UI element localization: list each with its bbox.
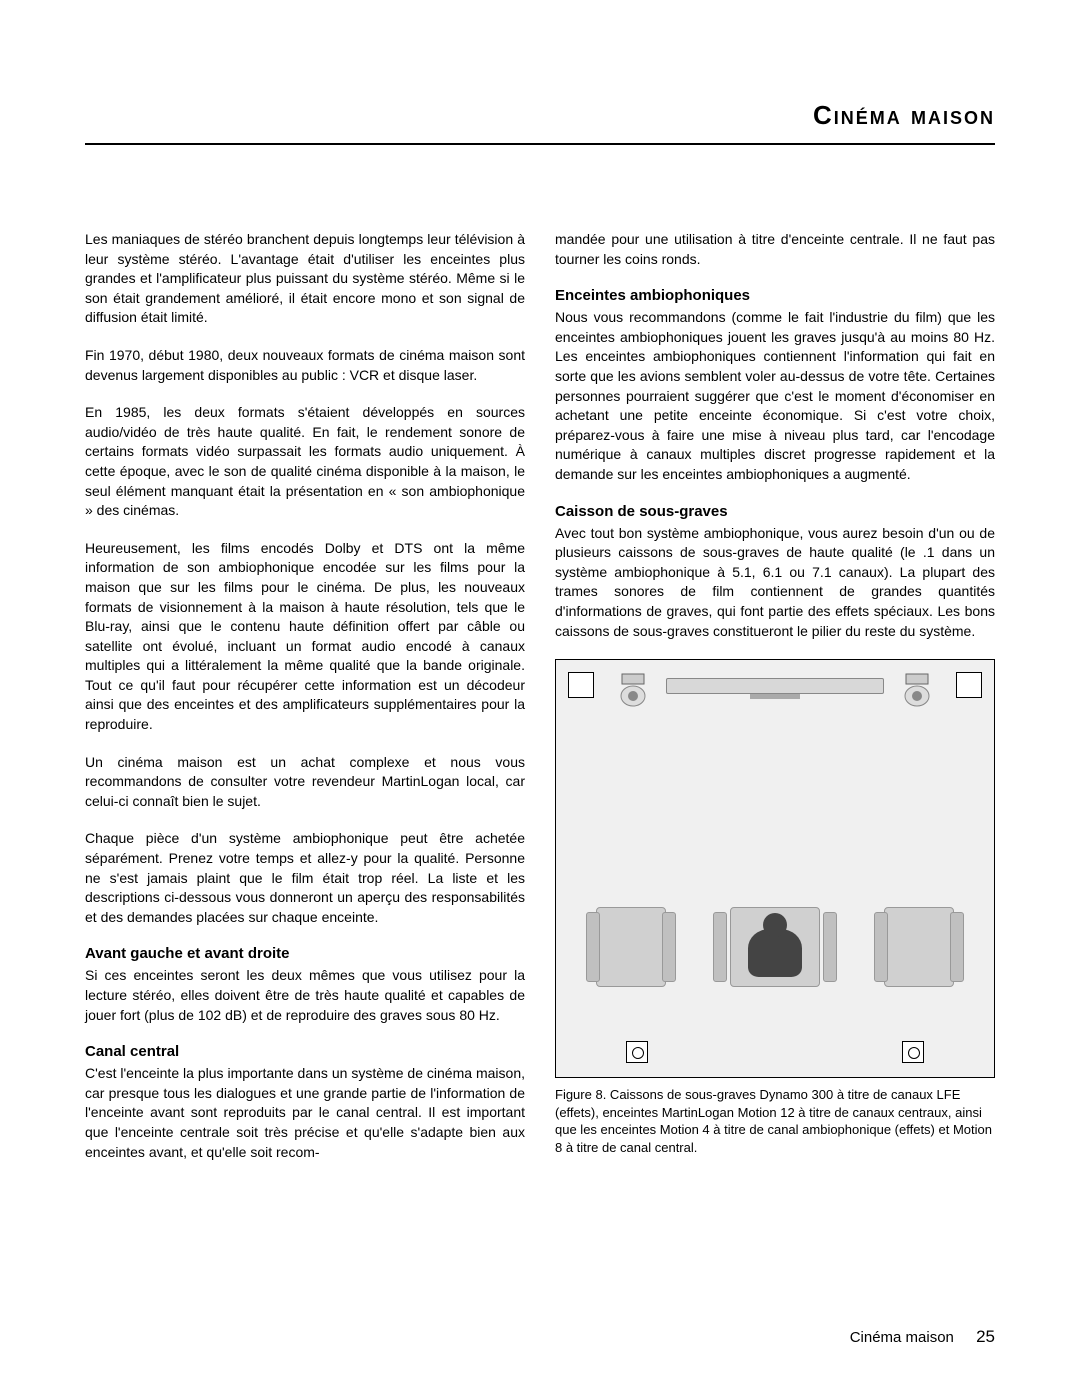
center-chair-arm-icon: [713, 912, 727, 982]
right-chair-arm-icon: [874, 912, 888, 982]
right-tower-speaker-icon: [900, 670, 934, 710]
front-left-speaker-icon: [568, 672, 594, 698]
paragraph: Les maniaques de stéréo branchent depuis…: [85, 230, 525, 328]
paragraph: Heureusement, les films encodés Dolby et…: [85, 539, 525, 735]
center-chair-arm-icon: [823, 912, 837, 982]
subheading-center: Canal central: [85, 1043, 525, 1060]
person-head-icon: [763, 913, 787, 937]
subheading-front-lr: Avant gauche et avant droite: [85, 945, 525, 962]
left-chair-arm-icon: [662, 912, 676, 982]
footer-section: Cinéma maison: [850, 1329, 954, 1346]
page-number: 25: [976, 1327, 995, 1346]
left-chair-arm-icon: [586, 912, 600, 982]
page-header: Cinéma maison: [85, 100, 995, 145]
tv-icon: [666, 678, 884, 694]
figure-caption-text: Caissons de sous-graves Dynamo 300 à tit…: [555, 1087, 992, 1155]
page: Cinéma maison Les maniaques de stéréo br…: [0, 0, 1080, 1397]
header-title: Cinéma maison: [85, 100, 995, 131]
tv-stand-icon: [750, 694, 800, 699]
right-column: mandée pour une utilisation à titre d'en…: [555, 230, 995, 1162]
right-chair-arm-icon: [950, 912, 964, 982]
left-tower-speaker-icon: [616, 670, 650, 710]
figure-label: Figure 8.: [555, 1087, 606, 1102]
paragraph: En 1985, les deux formats s'étaient déve…: [85, 403, 525, 521]
paragraph: Avec tout bon système ambiophonique, vou…: [555, 524, 995, 642]
subheading-subwoofer: Caisson de sous-graves: [555, 503, 995, 520]
paragraph: Si ces enceintes seront les deux mêmes q…: [85, 966, 525, 1025]
left-chair-icon: [596, 907, 666, 987]
front-right-speaker-icon: [956, 672, 982, 698]
paragraph: C'est l'enceinte la plus importante dans…: [85, 1064, 525, 1162]
room-layout-diagram: [555, 659, 995, 1078]
content-columns: Les maniaques de stéréo branchent depuis…: [85, 230, 995, 1162]
rear-left-sub-icon: [626, 1041, 648, 1063]
figure-caption: Figure 8. Caissons de sous-graves Dynamo…: [555, 1086, 995, 1156]
subheading-surround: Enceintes ambiophoniques: [555, 287, 995, 304]
paragraph: mandée pour une utilisation à titre d'en…: [555, 230, 995, 269]
paragraph: Nous vous recommandons (comme le fait l'…: [555, 308, 995, 484]
paragraph: Fin 1970, début 1980, deux nouveaux form…: [85, 346, 525, 385]
rear-right-sub-icon: [902, 1041, 924, 1063]
page-footer: Cinéma maison 25: [850, 1327, 995, 1347]
right-chair-icon: [884, 907, 954, 987]
paragraph: Chaque pièce d'un système ambiophonique …: [85, 829, 525, 927]
paragraph: Un cinéma maison est un achat complexe e…: [85, 753, 525, 812]
left-column: Les maniaques de stéréo branchent depuis…: [85, 230, 525, 1162]
